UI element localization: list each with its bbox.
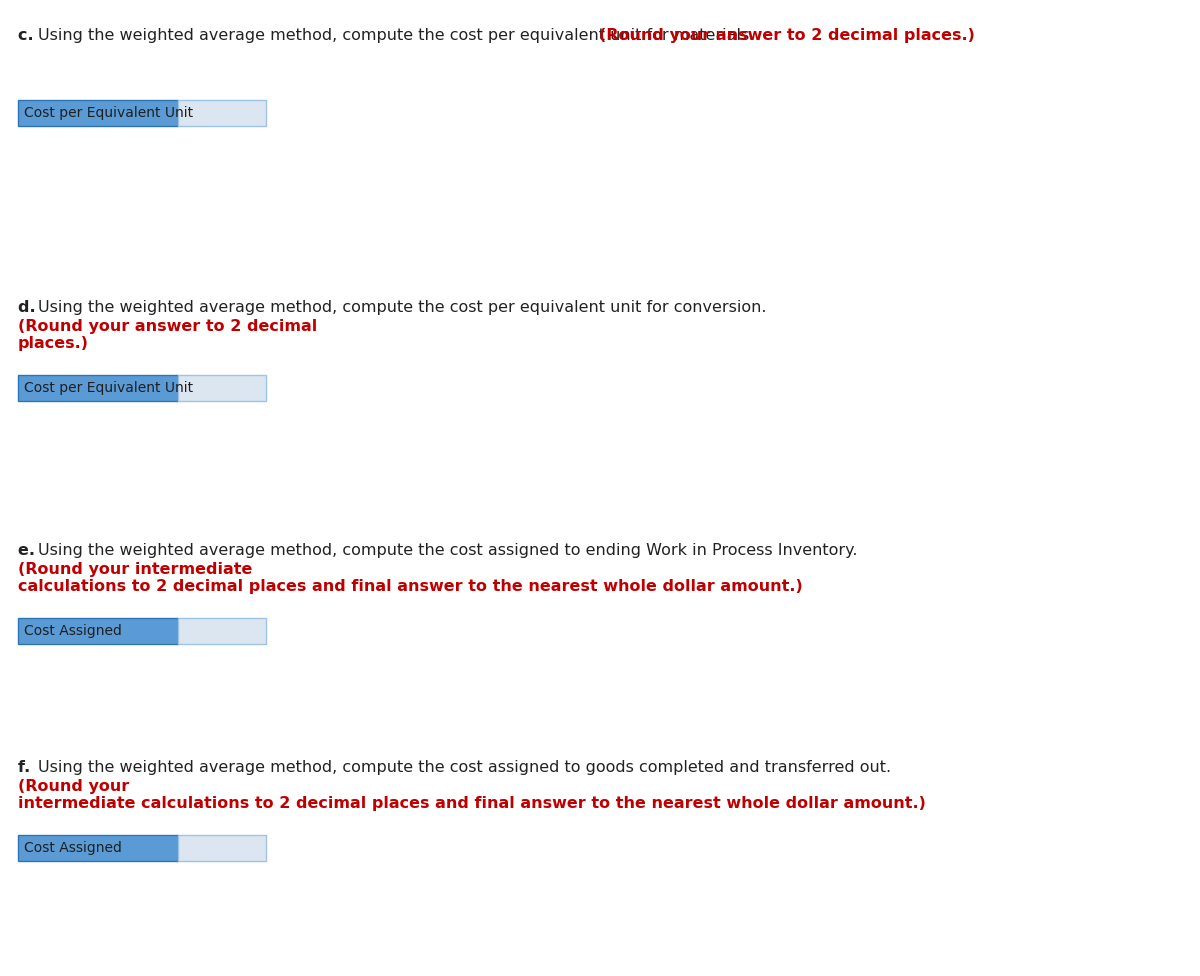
Text: Using the weighted average method, compute the cost assigned to goods completed : Using the weighted average method, compu… [38, 760, 892, 775]
FancyBboxPatch shape [18, 618, 178, 644]
Text: c.: c. [18, 28, 40, 43]
Text: f.: f. [18, 760, 36, 775]
Text: Using the weighted average method, compute the cost per equivalent unit for mate: Using the weighted average method, compu… [38, 28, 760, 43]
FancyBboxPatch shape [18, 375, 178, 401]
Text: (Round your answer to 2 decimal places.): (Round your answer to 2 decimal places.) [599, 28, 976, 43]
FancyBboxPatch shape [178, 100, 266, 126]
Text: (Round your answer to 2 decimal
places.): (Round your answer to 2 decimal places.) [18, 319, 317, 351]
FancyBboxPatch shape [178, 835, 266, 861]
Text: (Round your
intermediate calculations to 2 decimal places and final answer to th: (Round your intermediate calculations to… [18, 779, 926, 811]
FancyBboxPatch shape [178, 618, 266, 644]
Text: Using the weighted average method, compute the cost per equivalent unit for conv: Using the weighted average method, compu… [38, 300, 767, 315]
Text: Using the weighted average method, compute the cost assigned to ending Work in P: Using the weighted average method, compu… [38, 543, 858, 558]
Text: Cost Assigned: Cost Assigned [24, 841, 122, 855]
FancyBboxPatch shape [18, 100, 178, 126]
Text: e.: e. [18, 543, 41, 558]
Text: d.: d. [18, 300, 41, 315]
Text: Cost Assigned: Cost Assigned [24, 624, 122, 638]
FancyBboxPatch shape [178, 375, 266, 401]
FancyBboxPatch shape [18, 835, 178, 861]
Text: Cost per Equivalent Unit: Cost per Equivalent Unit [24, 106, 193, 120]
Text: Cost per Equivalent Unit: Cost per Equivalent Unit [24, 381, 193, 395]
Text: (Round your intermediate
calculations to 2 decimal places and final answer to th: (Round your intermediate calculations to… [18, 562, 803, 594]
